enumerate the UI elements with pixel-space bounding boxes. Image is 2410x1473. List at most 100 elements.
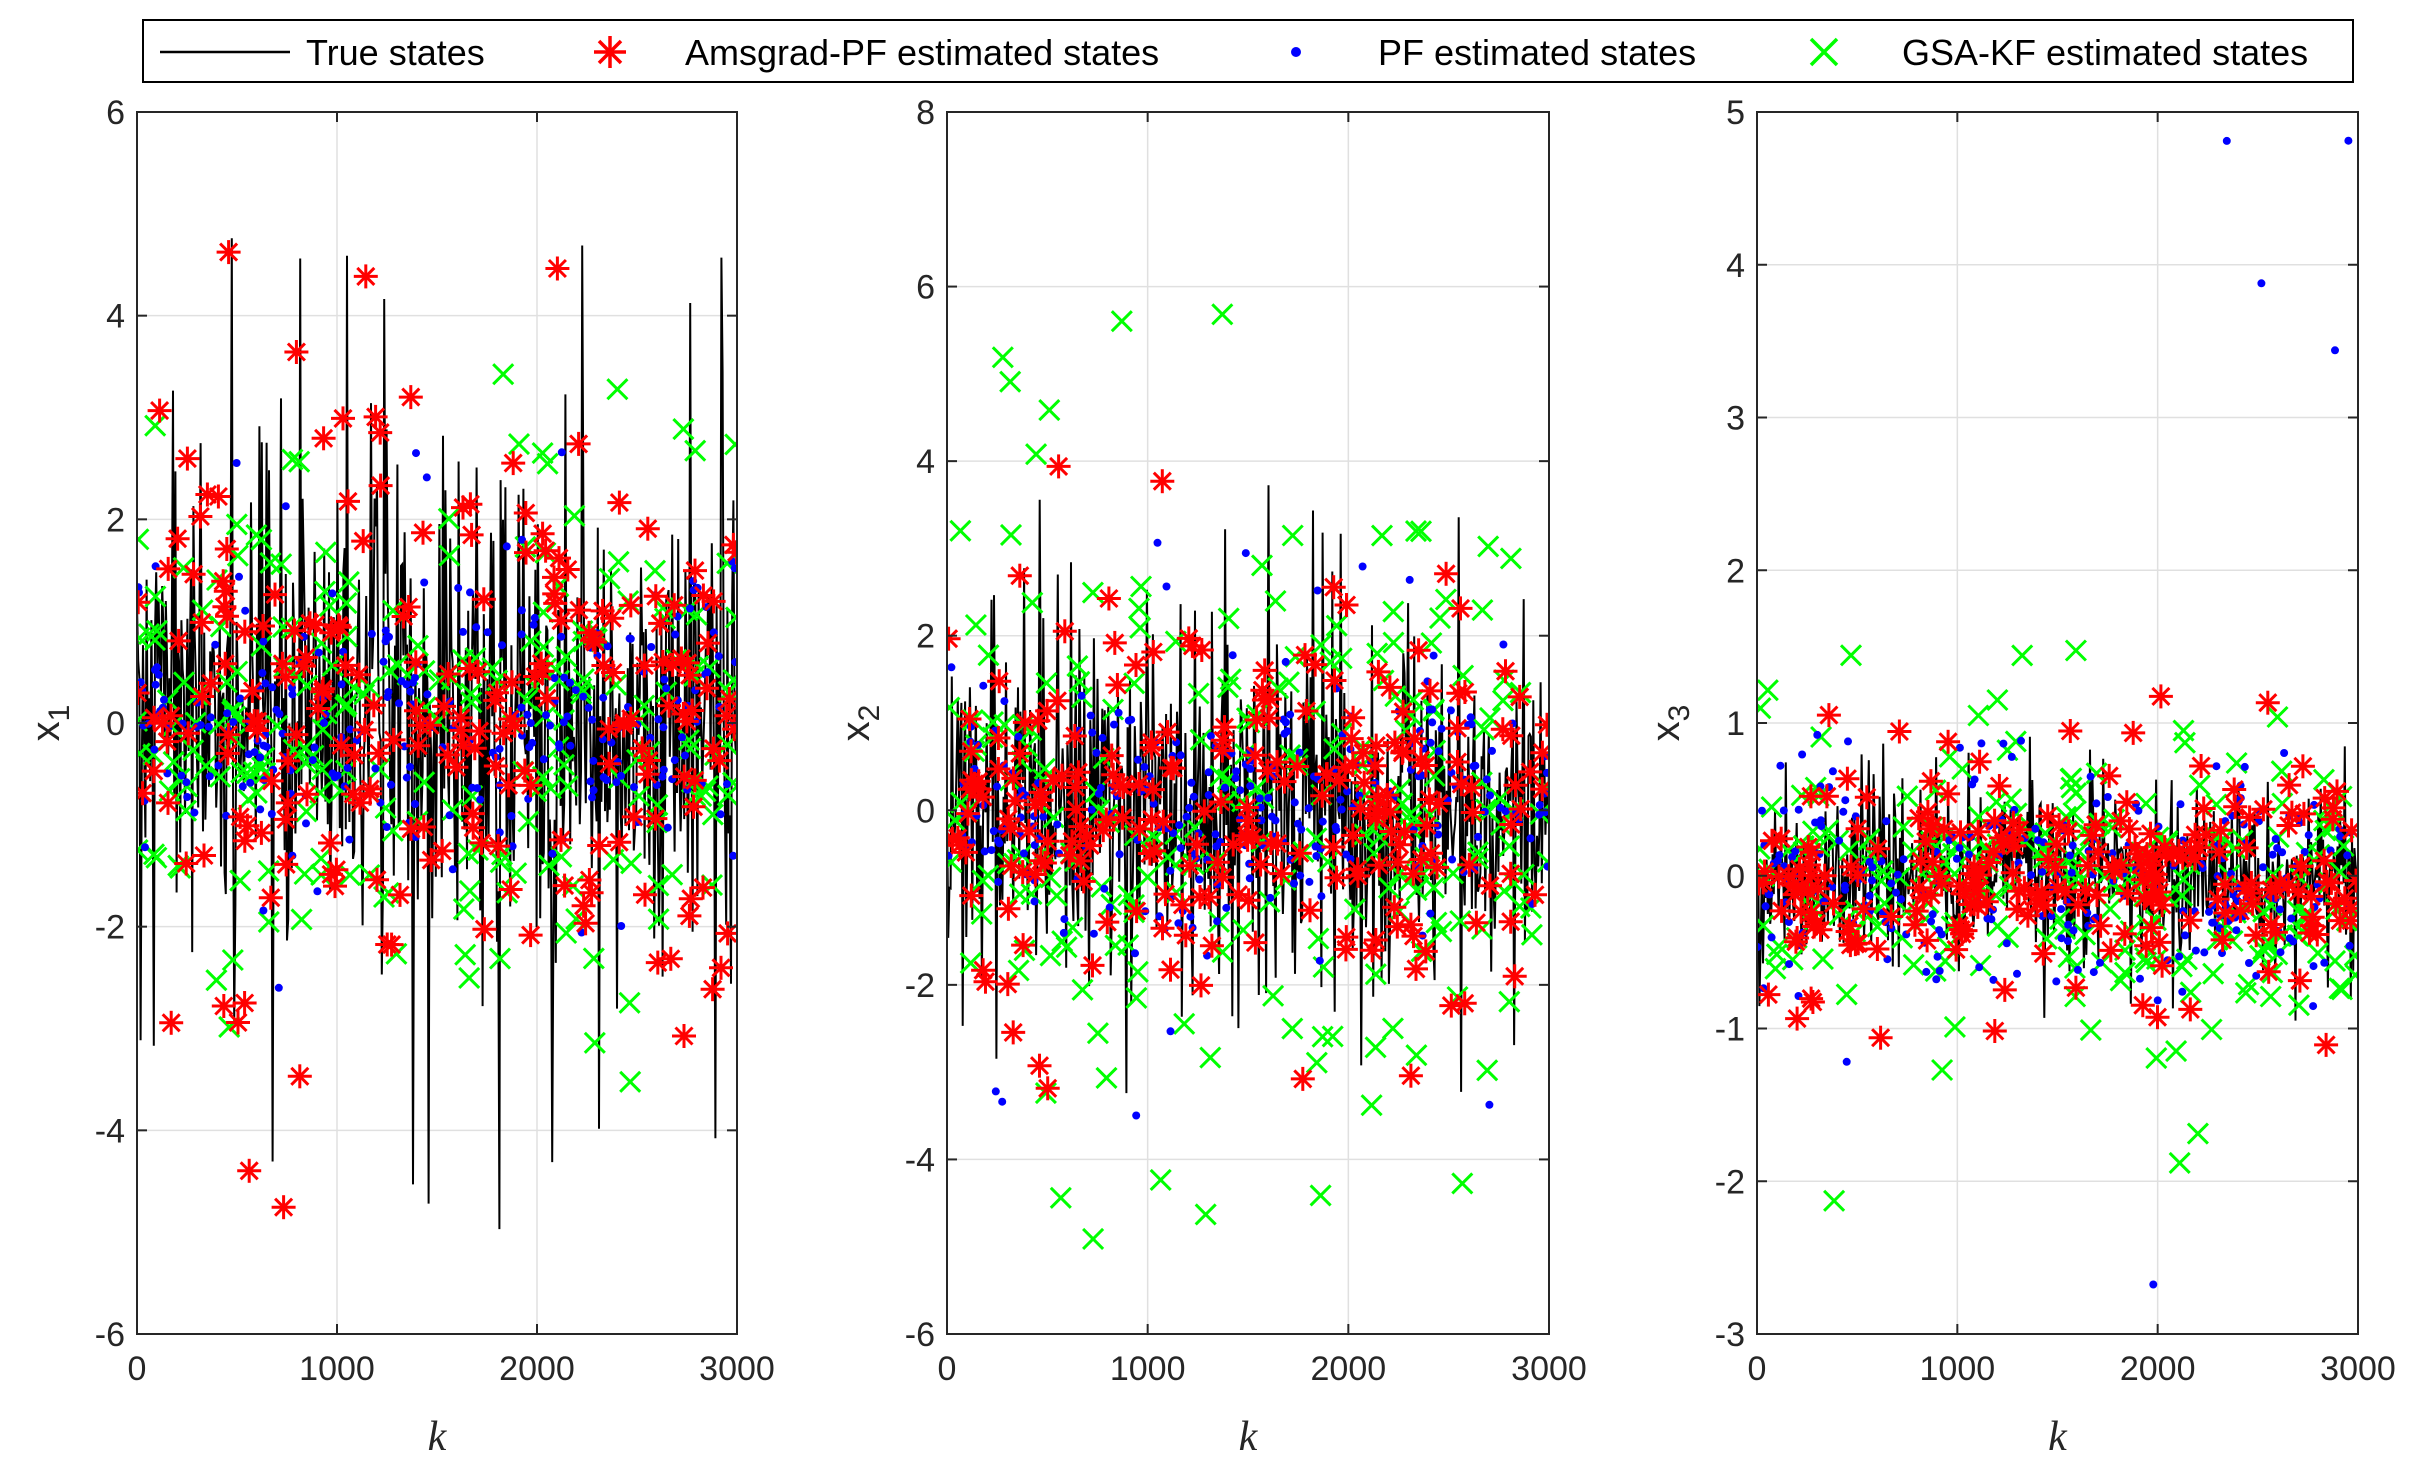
amsgrad-point xyxy=(995,972,1020,997)
amsgrad-point xyxy=(2140,844,2165,869)
pf-point xyxy=(980,847,989,856)
amsgrad-point xyxy=(2126,842,2150,866)
pf-point xyxy=(1887,879,1896,888)
pf-point xyxy=(1811,818,1820,827)
pf-point xyxy=(261,679,270,688)
gsakf-point xyxy=(1267,677,1290,700)
amsgrad-point xyxy=(1382,730,1407,755)
pf-point xyxy=(2304,831,2313,840)
amsgrad-point xyxy=(1339,726,1364,751)
gsakf-point xyxy=(1211,303,1234,326)
pf-point xyxy=(1469,762,1478,771)
pf-point xyxy=(993,782,1001,791)
gsakf-point xyxy=(1871,860,1894,883)
gsakf-point xyxy=(536,452,559,475)
amsgrad-point xyxy=(282,618,307,643)
gsakf-point xyxy=(661,863,684,886)
gsakf-point xyxy=(1319,651,1342,674)
gsakf-point xyxy=(335,693,358,716)
amsgrad-point xyxy=(1821,891,1846,916)
pf-point xyxy=(1336,795,1345,804)
amsgrad-point xyxy=(1348,796,1373,821)
amsgrad-point xyxy=(717,687,737,711)
amsgrad-point xyxy=(215,604,239,629)
pf-point xyxy=(2275,905,2284,914)
amsgrad-point xyxy=(1434,561,1459,586)
gsakf-point xyxy=(1451,1172,1474,1195)
pf-point xyxy=(395,699,403,708)
amsgrad-point xyxy=(500,670,524,695)
gsakf-point xyxy=(1216,676,1239,699)
gsakf-point xyxy=(2323,949,2347,972)
pf-point xyxy=(1162,582,1171,591)
gsakf-point xyxy=(1117,884,1140,907)
amsgrad-point xyxy=(2312,848,2337,873)
pf-point xyxy=(1313,586,1322,595)
pf-point xyxy=(2038,867,2047,876)
amsgrad-point xyxy=(715,921,737,946)
pf-point xyxy=(1231,774,1240,782)
pf-point xyxy=(1246,782,1255,791)
gsakf-point xyxy=(1164,630,1187,653)
amsgrad-point xyxy=(1769,898,1794,923)
pf-point xyxy=(1757,943,1762,951)
amsgrad-point xyxy=(1382,895,1407,920)
pf-point xyxy=(2063,937,2072,946)
amsgrad-point xyxy=(1502,964,1527,989)
amsgrad-point xyxy=(986,726,1011,750)
pf-point xyxy=(259,906,268,915)
pf-point xyxy=(1999,739,2008,748)
amsgrad-point xyxy=(2000,860,2025,885)
pf-point xyxy=(2069,926,2078,935)
amsgrad-point xyxy=(1066,760,1091,785)
amsgrad-point xyxy=(2189,754,2214,778)
gsakf-point xyxy=(1104,934,1127,957)
gsakf-point xyxy=(489,851,512,874)
gsakf-point xyxy=(1323,737,1346,760)
amsgrad-point xyxy=(1346,863,1370,888)
amsgrad-point xyxy=(137,781,155,806)
gsakf-point xyxy=(293,737,316,760)
gsakf-point xyxy=(1902,953,1925,976)
gsakf-point xyxy=(1199,1046,1222,1069)
amsgrad-point xyxy=(2109,853,2134,878)
pf-point xyxy=(2013,969,2021,978)
gsakf-point xyxy=(337,570,360,593)
amsgrad-point xyxy=(658,946,683,971)
pf-point xyxy=(406,763,414,771)
gsakf-point xyxy=(257,910,280,933)
pf-point xyxy=(1206,732,1215,741)
pf-point xyxy=(1127,715,1136,724)
pf-point xyxy=(2268,850,2277,859)
gsakf-point xyxy=(1870,869,1893,893)
amsgrad-point xyxy=(1110,805,1135,830)
pf-point xyxy=(559,718,568,727)
y-tick-label: 3 xyxy=(1726,400,1745,438)
gsakf-point xyxy=(1381,1017,1404,1040)
amsgrad-point xyxy=(1982,808,2007,833)
amsgrad-point xyxy=(2005,897,2030,922)
amsgrad-point xyxy=(1124,653,1148,677)
pf-point xyxy=(236,694,245,703)
amsgrad-point xyxy=(459,522,484,547)
amsgrad-point xyxy=(2234,835,2259,860)
gsakf-point xyxy=(1892,815,1915,839)
gsakf-point xyxy=(1835,983,1858,1006)
amsgrad-point xyxy=(1449,772,1474,797)
pf-point xyxy=(402,773,411,782)
pf-point xyxy=(723,780,731,789)
gsakf-point xyxy=(1217,607,1240,630)
pf-point xyxy=(1077,691,1086,700)
pf-point xyxy=(625,634,634,643)
amsgrad-point xyxy=(1427,791,1451,816)
amsgrad-point xyxy=(1124,899,1149,924)
gsakf-point xyxy=(2200,1018,2223,1041)
pf-point xyxy=(1255,794,1264,803)
gsakf-point xyxy=(2259,985,2282,1008)
amsgrad-point xyxy=(1464,910,1489,935)
pf-point xyxy=(1868,876,1876,885)
gsakf-point xyxy=(2179,981,2202,1004)
x-tick-label: 0 xyxy=(1748,1350,1767,1388)
gsakf-point xyxy=(1491,689,1515,712)
amsgrad-point xyxy=(1028,780,1053,805)
